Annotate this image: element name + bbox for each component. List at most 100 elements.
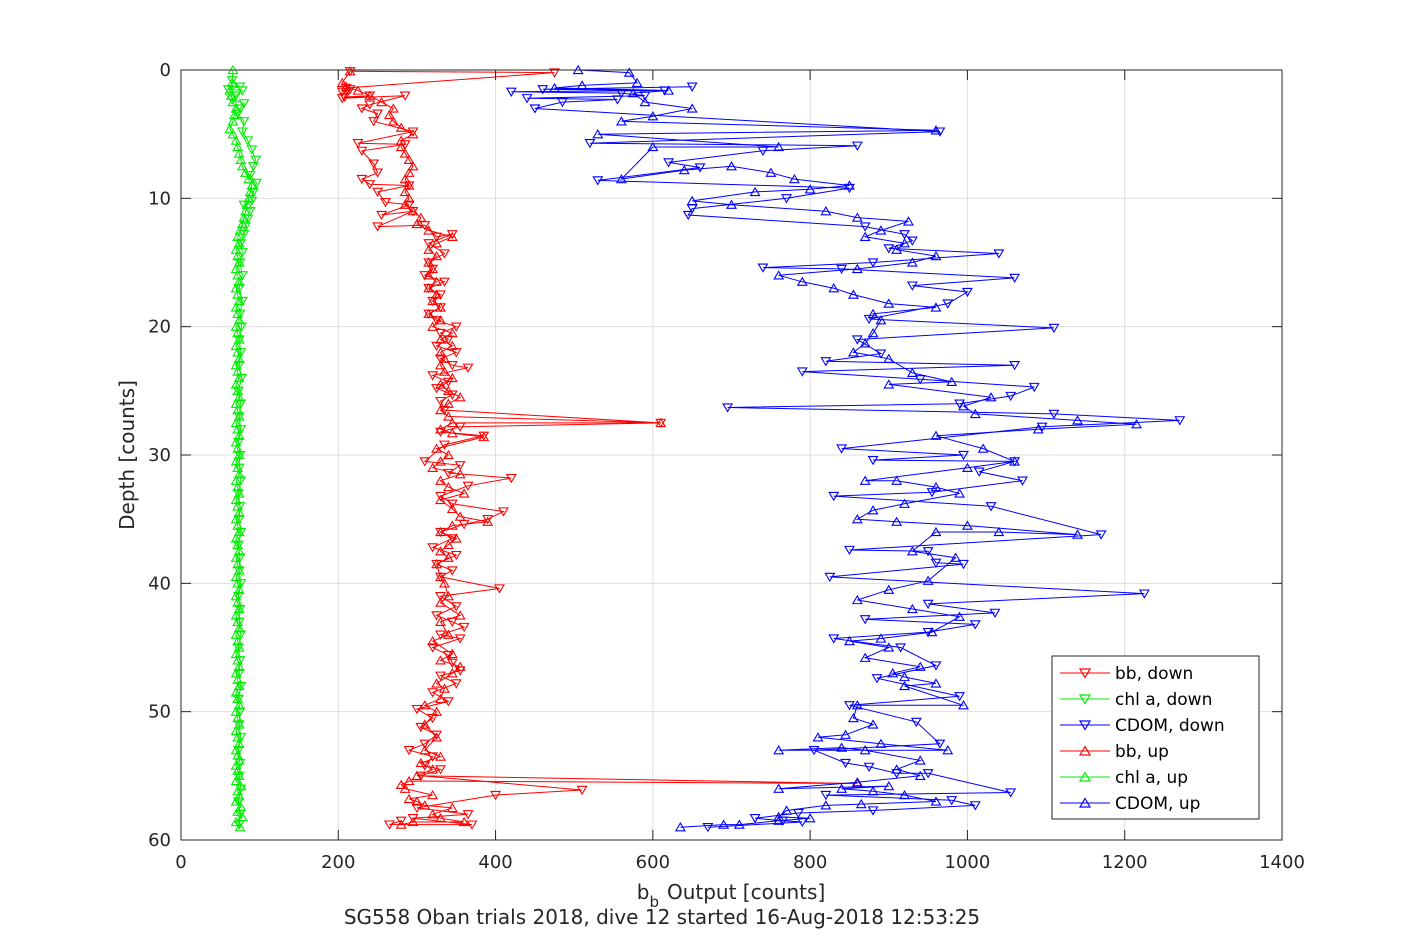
data-point-marker xyxy=(247,162,259,172)
data-point-marker xyxy=(891,764,903,774)
data-point-marker xyxy=(726,161,737,171)
data-point-marker xyxy=(435,315,446,325)
data-point-marker xyxy=(232,578,244,588)
data-point-marker xyxy=(233,315,245,325)
data-point-marker xyxy=(840,729,851,739)
data-point-marker xyxy=(961,462,973,472)
data-point-marker xyxy=(891,244,903,254)
data-point-marker xyxy=(537,85,549,95)
data-point-marker xyxy=(851,594,863,605)
data-point-marker xyxy=(906,367,918,378)
data-point-marker xyxy=(230,775,242,786)
data-point-marker xyxy=(232,539,244,549)
data-point-marker xyxy=(230,745,242,755)
x-tick-label: 1000 xyxy=(945,852,991,873)
data-point-marker xyxy=(233,463,245,473)
data-point-marker xyxy=(454,610,466,620)
y-tick-label: 30 xyxy=(148,445,171,466)
data-point-marker xyxy=(233,700,245,710)
data-point-marker xyxy=(1017,476,1028,486)
data-point-marker xyxy=(494,584,505,594)
data-point-marker xyxy=(773,811,785,822)
data-point-marker xyxy=(233,603,245,614)
data-point-marker xyxy=(233,680,245,691)
data-point-marker xyxy=(438,249,450,259)
data-point-marker xyxy=(859,338,871,348)
data-point-marker xyxy=(399,148,411,158)
data-point-marker xyxy=(1028,382,1040,393)
data-point-marker xyxy=(875,225,887,235)
data-point-marker xyxy=(423,244,435,254)
data-point-marker xyxy=(232,655,244,665)
data-point-marker xyxy=(836,783,848,793)
data-point-marker xyxy=(1138,589,1150,599)
data-point-marker xyxy=(411,803,423,814)
data-point-marker xyxy=(233,295,245,306)
data-point-marker xyxy=(230,552,242,562)
data-point-marker xyxy=(1009,456,1021,466)
x-axis-label-rest: Output [counts] xyxy=(667,880,825,904)
data-point-marker xyxy=(419,739,431,749)
data-point-marker xyxy=(438,440,450,450)
data-point-marker xyxy=(851,141,863,151)
data-point-marker xyxy=(930,796,942,806)
data-point-marker xyxy=(773,270,785,280)
data-point-marker xyxy=(395,135,407,145)
data-point-marker xyxy=(431,558,443,569)
data-point-marker xyxy=(230,725,242,736)
data-point-marker xyxy=(446,361,458,371)
data-point-marker xyxy=(395,779,407,789)
data-point-marker xyxy=(435,597,446,607)
data-point-marker xyxy=(438,353,450,363)
data-point-marker xyxy=(686,103,698,113)
data-point-marker xyxy=(961,520,973,530)
data-point-marker xyxy=(435,347,446,357)
y-axis-label: Depth [counts] xyxy=(115,380,139,530)
data-point-marker xyxy=(899,498,910,508)
data-point-marker xyxy=(910,717,922,728)
data-point-marker xyxy=(403,167,415,177)
data-point-marker xyxy=(462,481,474,491)
data-point-marker xyxy=(232,558,244,569)
data-point-marker xyxy=(446,566,458,576)
data-point-marker xyxy=(235,527,247,538)
data-point-marker xyxy=(773,783,785,793)
data-point-marker xyxy=(230,816,242,827)
data-point-marker xyxy=(883,780,895,791)
data-point-marker xyxy=(726,199,737,209)
data-point-marker xyxy=(419,457,431,467)
data-point-marker xyxy=(435,655,446,665)
data-point-marker xyxy=(368,159,380,169)
data-point-marker xyxy=(435,424,446,434)
data-point-marker xyxy=(415,757,427,768)
data-point-marker xyxy=(804,813,816,823)
data-point-marker xyxy=(235,801,247,811)
data-point-marker xyxy=(891,516,903,526)
data-point-marker xyxy=(399,199,411,209)
data-point-marker xyxy=(234,707,246,717)
data-point-marker xyxy=(230,571,242,582)
data-point-marker xyxy=(232,693,244,703)
series-bb-up xyxy=(336,66,863,829)
data-point-marker xyxy=(238,212,250,222)
data-point-marker xyxy=(368,117,380,127)
data-point-marker xyxy=(781,194,793,204)
data-point-marker xyxy=(431,706,443,716)
data-point-marker xyxy=(773,745,785,755)
data-point-marker xyxy=(993,249,1005,259)
data-point-marker xyxy=(372,109,384,119)
data-point-marker xyxy=(867,455,879,466)
data-point-marker xyxy=(942,299,954,309)
data-point-marker xyxy=(233,284,245,294)
data-point-marker xyxy=(236,322,248,332)
data-point-marker xyxy=(403,154,415,164)
data-point-marker xyxy=(227,116,239,126)
data-point-marker xyxy=(442,481,454,492)
data-point-marker xyxy=(230,302,242,312)
data-point-marker xyxy=(851,263,863,274)
data-point-marker xyxy=(246,145,258,155)
data-point-marker xyxy=(446,327,458,338)
data-point-marker xyxy=(431,732,443,742)
data-point-marker xyxy=(339,92,351,103)
data-point-marker xyxy=(230,244,242,254)
